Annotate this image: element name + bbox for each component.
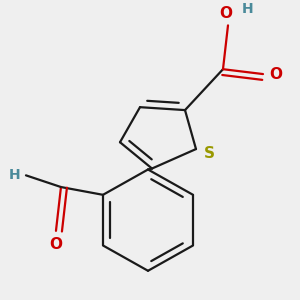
Text: S: S [204,146,215,161]
Text: H: H [242,2,254,16]
Text: H: H [8,168,20,182]
Text: O: O [269,67,282,82]
Text: O: O [220,5,232,20]
Text: O: O [50,237,62,252]
